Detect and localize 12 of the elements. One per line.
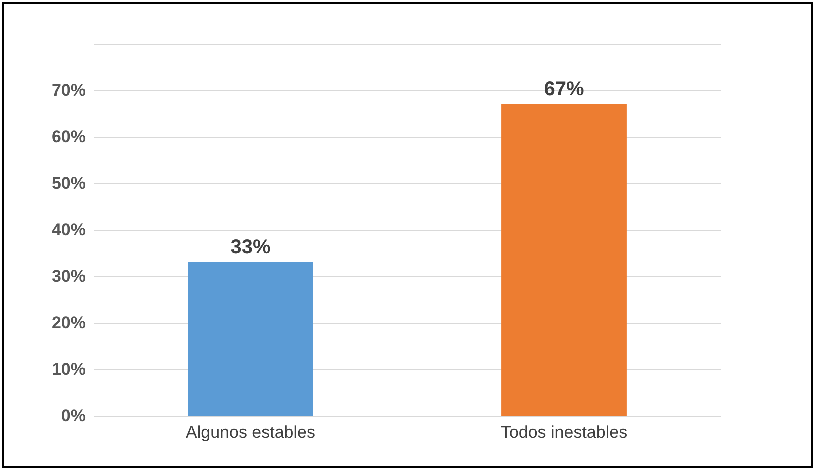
y-tick-label: 0% [61, 406, 86, 426]
x-tick-label: Algunos estables [186, 423, 316, 442]
y-tick-label: 50% [52, 174, 86, 193]
y-tick-label: 60% [52, 128, 86, 146]
y-tick-label: 40% [52, 220, 86, 240]
y-tick-label: 70% [52, 81, 86, 100]
y-tick-label: 10% [52, 360, 86, 379]
x-tick-label: Todos inestables [500, 423, 628, 442]
y-tick-label: 30% [52, 267, 86, 286]
data-label: 67% [544, 78, 584, 100]
y-tick-label: 20% [52, 314, 86, 332]
data-label: 33% [230, 236, 271, 259]
